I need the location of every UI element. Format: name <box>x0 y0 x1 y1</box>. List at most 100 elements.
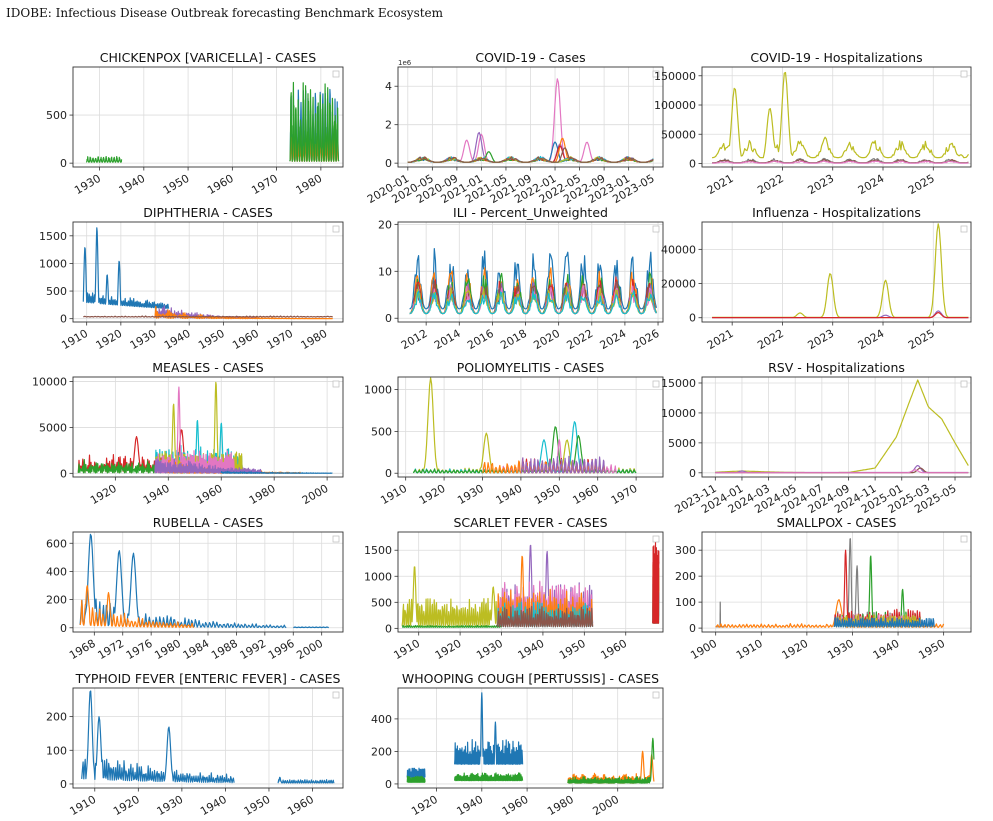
series-line <box>712 160 969 164</box>
series-line <box>454 772 524 782</box>
page-title: IDOBE: Infectious Disease Outbreak forec… <box>6 6 444 20</box>
chart-panel: RSV - Hospitalizations2023-112024-012024… <box>661 360 972 516</box>
x-tick-label: 2020 <box>531 327 562 352</box>
x-tick-label: 2025 <box>906 172 937 197</box>
chart-title: Influenza - Hospitalizations <box>752 205 921 220</box>
x-tick-label: 2021 <box>705 327 736 352</box>
x-tick-label: 1920 <box>780 637 811 662</box>
y-tick-label: 0 <box>689 312 696 325</box>
series-group <box>77 381 333 474</box>
y-tick-label: 400 <box>371 713 392 726</box>
axes-frame <box>701 66 972 168</box>
x-tick-label: 2000 <box>294 637 325 662</box>
series-group <box>712 71 969 164</box>
x-tick-label: 2022 <box>755 172 786 197</box>
y-tick-label: 500 <box>46 285 67 298</box>
x-tick-label: 2000 <box>590 793 621 818</box>
y-tick-label: 1500 <box>39 230 67 243</box>
series-line <box>289 81 340 162</box>
x-tick-label: 1930 <box>128 327 159 352</box>
x-tick-label: 1950 <box>161 172 192 197</box>
chart-panel: COVID-19 - Hospitalizations 2021 2022 2023 2… <box>654 50 972 197</box>
x-tick-label: 1930 <box>455 482 486 507</box>
x-tick-label: 1910 <box>68 793 99 818</box>
x-tick-label: 1920 <box>409 793 440 818</box>
axes-frame <box>701 376 972 478</box>
chart-title: RSV - Hospitalizations <box>768 360 905 375</box>
y-tick-label: 0 <box>385 312 392 325</box>
series-group <box>401 539 660 628</box>
x-tick-label: 1920 <box>88 482 119 507</box>
y-tick-label: 600 <box>46 537 67 550</box>
series-group <box>712 223 969 319</box>
series-line <box>454 692 524 765</box>
series-group <box>81 690 335 784</box>
y-tick-label: 1000 <box>364 384 392 397</box>
x-tick-label: 2024 <box>598 327 629 352</box>
axes-frame <box>397 66 664 168</box>
x-tick-label: 2025 <box>906 327 937 352</box>
series-group <box>715 538 945 628</box>
legend-box <box>652 691 660 699</box>
x-tick-label: 2021 <box>705 172 736 197</box>
x-tick-label: 2026 <box>631 327 662 352</box>
x-tick-label: 1910 <box>59 327 90 352</box>
chart-panel: COVID-19 - Cases2020-012020-052020-09202… <box>365 50 664 206</box>
y-tick-label: 200 <box>371 745 392 758</box>
x-tick-label: 1920 <box>433 637 464 662</box>
x-tick-label: 1920 <box>94 327 125 352</box>
y-tick-label: 400 <box>46 565 67 578</box>
x-tick-label: 1960 <box>570 482 601 507</box>
series-line <box>401 566 503 627</box>
y-tick-label: 100 <box>46 744 67 757</box>
y-tick-label: 500 <box>371 425 392 438</box>
axes-frame <box>397 687 664 789</box>
chart-title: ILI - Percent_Unweighted <box>453 205 608 220</box>
x-tick-label: 1980 <box>247 482 278 507</box>
axes-frame <box>397 531 664 633</box>
axes-frame <box>72 66 344 168</box>
series-line <box>412 377 637 474</box>
chart-title: CHICKENPOX [VARICELLA] - CASES <box>100 50 316 65</box>
series-group <box>82 227 333 320</box>
chart-title: COVID-19 - Hospitalizations <box>750 50 922 65</box>
chart-title: SCARLET FEVER - CASES <box>453 515 607 530</box>
chart-panel: POLIOMYELITIS - CASES 1910 1920 1930 1940 195… <box>364 360 664 507</box>
chart-title: POLIOMYELITIS - CASES <box>457 360 605 375</box>
axes-frame <box>701 221 972 323</box>
legend-box <box>652 380 660 388</box>
x-tick-label: 1984 <box>181 637 212 662</box>
y-tick-label: 500 <box>46 109 67 122</box>
x-tick-label: 1960 <box>230 327 261 352</box>
y-tick-label: 0 <box>689 157 696 170</box>
series-line <box>496 605 594 628</box>
chart-panel: CHICKENPOX [VARICELLA] - CASES 1930 1940 19… <box>46 50 344 197</box>
x-tick-label: 1980 <box>294 172 325 197</box>
chart-panel: SCARLET FEVER - CASES 1910 1920 1930 1940 195… <box>364 515 664 662</box>
y-tick-label: 20 <box>378 218 392 231</box>
series-line <box>520 455 606 474</box>
y-tick-label: 10 <box>378 265 392 278</box>
x-tick-label: 1950 <box>196 327 227 352</box>
x-tick-label: 1940 <box>871 637 902 662</box>
x-tick-label: 1968 <box>67 637 98 662</box>
x-tick-label: 1930 <box>474 637 505 662</box>
x-tick-label: 1930 <box>155 793 186 818</box>
x-tick-label: 2024 <box>856 327 887 352</box>
x-tick-label: 1960 <box>194 482 225 507</box>
series-line <box>85 156 123 163</box>
y-tick-label: 5000 <box>668 437 696 450</box>
y-tick-label: 10000 <box>32 376 67 389</box>
series-group <box>409 248 657 315</box>
x-tick-label: 1980 <box>545 793 576 818</box>
x-tick-label: 1920 <box>417 482 448 507</box>
y-tick-label: 0 <box>689 622 696 635</box>
x-tick-label: 2018 <box>498 327 529 352</box>
x-tick-label: 2014 <box>432 327 463 352</box>
series-group <box>412 377 637 474</box>
series-line <box>81 690 235 784</box>
series-line <box>154 458 262 474</box>
x-tick-label: 1950 <box>557 637 588 662</box>
legend-box <box>960 535 968 543</box>
